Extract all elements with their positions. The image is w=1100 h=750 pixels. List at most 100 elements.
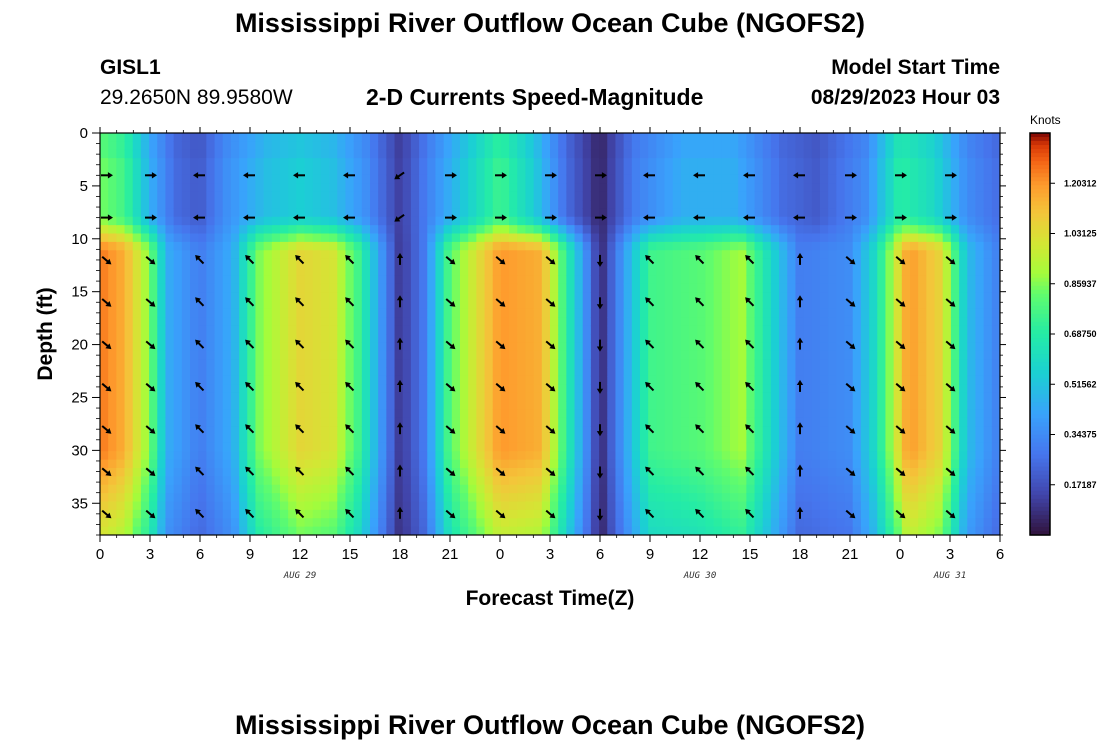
heatmap-cell bbox=[206, 275, 216, 285]
heatmap-cell bbox=[844, 275, 854, 285]
heatmap-cell bbox=[697, 166, 707, 176]
heatmap-cell bbox=[525, 426, 535, 436]
heatmap-cell bbox=[680, 200, 690, 209]
heatmap-cell bbox=[468, 401, 477, 410]
heatmap-cell bbox=[419, 350, 428, 360]
heatmap-cell bbox=[901, 308, 911, 318]
heatmap-cell bbox=[705, 509, 715, 519]
heatmap-cell bbox=[124, 392, 134, 402]
heatmap-cell bbox=[517, 317, 527, 327]
heatmap-cell bbox=[590, 308, 600, 318]
heatmap-cell bbox=[852, 350, 862, 360]
heatmap-cell bbox=[640, 384, 649, 394]
heatmap-cell bbox=[738, 334, 747, 343]
heatmap-cell bbox=[500, 442, 510, 452]
heatmap-cell bbox=[607, 166, 617, 176]
heatmap-cell bbox=[214, 493, 224, 503]
heatmap-cell bbox=[828, 308, 837, 318]
heatmap-cell bbox=[353, 283, 363, 293]
heatmap-cell bbox=[885, 392, 895, 402]
heatmap-cell bbox=[476, 476, 486, 486]
heatmap-cell bbox=[329, 359, 338, 369]
heatmap-cell bbox=[304, 216, 314, 226]
heatmap-cell bbox=[124, 409, 134, 419]
heatmap-cell bbox=[386, 451, 396, 461]
heatmap-cell bbox=[100, 174, 109, 184]
heatmap-cell bbox=[811, 401, 821, 410]
heatmap-cell bbox=[844, 334, 854, 343]
heatmap-cell bbox=[149, 216, 158, 226]
heatmap-cell bbox=[443, 283, 453, 293]
heatmap-cell bbox=[214, 283, 224, 293]
heatmap-cell bbox=[173, 501, 183, 511]
heatmap-cell bbox=[337, 208, 347, 218]
heatmap-cell bbox=[828, 250, 837, 260]
heatmap-cell bbox=[378, 409, 387, 419]
heatmap-cell bbox=[615, 200, 625, 209]
heatmap-cell bbox=[574, 200, 584, 209]
heatmap-cell bbox=[173, 216, 183, 226]
heatmap-cell bbox=[492, 367, 502, 377]
heatmap-cell bbox=[116, 442, 126, 452]
heatmap-cell bbox=[631, 493, 641, 503]
heatmap-cell bbox=[640, 225, 649, 235]
heatmap-cell bbox=[770, 308, 780, 318]
heatmap-cell bbox=[689, 158, 698, 168]
heatmap-cell bbox=[288, 283, 297, 293]
heatmap-cell bbox=[108, 384, 117, 394]
heatmap-cell bbox=[263, 200, 273, 209]
heatmap-cell bbox=[140, 384, 150, 394]
heatmap-cell bbox=[885, 426, 895, 436]
heatmap-cell bbox=[541, 216, 551, 226]
heatmap-cell bbox=[198, 409, 207, 419]
heatmap-cell bbox=[566, 526, 576, 535]
heatmap-cell bbox=[770, 501, 780, 511]
heatmap-cell bbox=[329, 526, 338, 535]
heatmap-cell bbox=[721, 401, 731, 410]
heatmap-cell bbox=[656, 375, 666, 385]
heatmap-cell bbox=[795, 476, 805, 486]
heatmap-cell bbox=[468, 350, 477, 360]
heatmap-cell bbox=[230, 283, 240, 293]
heatmap-cell bbox=[410, 334, 420, 343]
heatmap-cell bbox=[566, 476, 576, 486]
heatmap-cell bbox=[803, 367, 813, 377]
heatmap-cell bbox=[795, 208, 805, 218]
heatmap-cell bbox=[443, 426, 453, 436]
heatmap-cell bbox=[124, 359, 134, 369]
heatmap-cell bbox=[288, 292, 297, 302]
heatmap-cell bbox=[820, 200, 829, 209]
heatmap-cell bbox=[476, 526, 486, 535]
heatmap-cell bbox=[566, 417, 576, 427]
heatmap-cell bbox=[877, 451, 887, 461]
heatmap-cell bbox=[926, 317, 936, 327]
heatmap-cell bbox=[394, 384, 404, 394]
heatmap-cell bbox=[149, 317, 158, 327]
heatmap-cell bbox=[934, 468, 944, 477]
heatmap-cell bbox=[730, 518, 739, 528]
heatmap-cell bbox=[689, 342, 698, 352]
heatmap-cell bbox=[108, 350, 117, 360]
heatmap-cell bbox=[484, 367, 494, 377]
heatmap-cell bbox=[296, 241, 306, 251]
heatmap-cell bbox=[803, 308, 813, 318]
heatmap-cell bbox=[149, 208, 158, 218]
heatmap-cell bbox=[721, 317, 731, 327]
heatmap-cell bbox=[836, 233, 846, 243]
heatmap-cell bbox=[574, 308, 584, 318]
heatmap-cell bbox=[885, 191, 895, 201]
heatmap-cell bbox=[590, 434, 600, 444]
heatmap-cell bbox=[181, 308, 191, 318]
heatmap-cell bbox=[803, 141, 813, 151]
heatmap-cell bbox=[631, 317, 641, 327]
heatmap-cell bbox=[713, 350, 723, 360]
heatmap-cell bbox=[820, 509, 829, 519]
heatmap-cell bbox=[942, 283, 952, 293]
heatmap-cell bbox=[386, 367, 396, 377]
heatmap-cell bbox=[484, 350, 494, 360]
heatmap-cell bbox=[566, 258, 576, 268]
heatmap-cell bbox=[656, 384, 666, 394]
heatmap-cell bbox=[337, 241, 347, 251]
heatmap-cell bbox=[451, 191, 461, 201]
heatmap-cell bbox=[656, 283, 666, 293]
